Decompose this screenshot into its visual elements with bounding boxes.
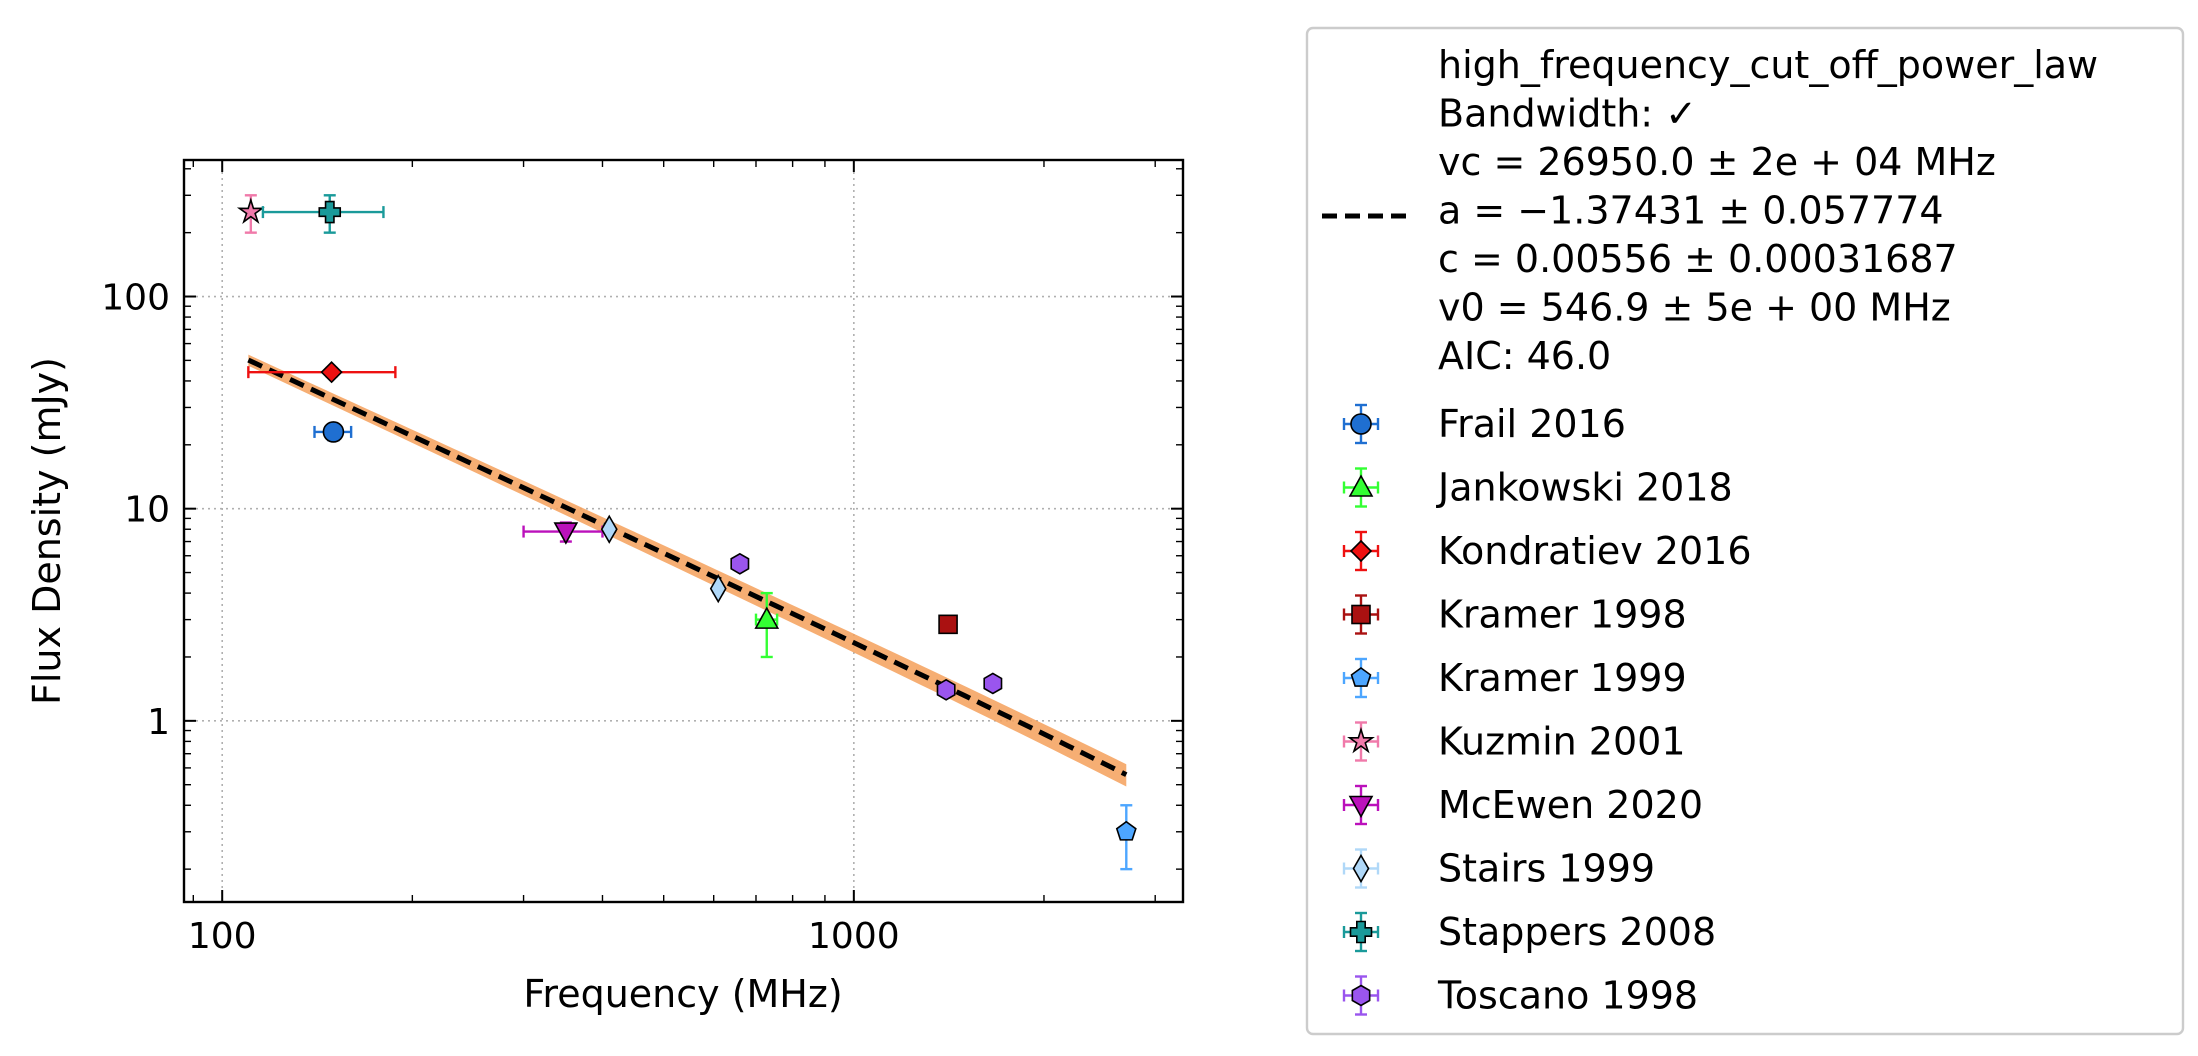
legend-fit-line-6: v0 = 546.9 ± 5e + 00 MHz (1438, 286, 1951, 330)
legend-fit-line-4: a = −1.37431 ± 0.057774 (1438, 189, 1944, 233)
legend-item-toscano-1998: Toscano 1998 (1342, 974, 1698, 1018)
legend-label: Kramer 1998 (1438, 593, 1687, 637)
y-tick-label: 10 (124, 490, 170, 531)
legend-label: Stappers 2008 (1438, 910, 1716, 954)
legend-item-kramer-1999: Kramer 1999 (1342, 656, 1687, 700)
x-tick-label: 100 (188, 916, 257, 957)
legend-item-kuzmin-2001: Kuzmin 2001 (1342, 720, 1686, 764)
series-jankowski-2018 (754, 591, 780, 659)
series-kuzmin-2001 (236, 194, 265, 234)
legend-fit-line-3: vc = 26950.0 ± 2e + 04 MHz (1438, 140, 1996, 184)
legend-item-jankowski-2018: Jankowski 2018 (1342, 466, 1733, 510)
legend-marker (1348, 795, 1374, 819)
axis-ticks: 100 1000 1 10 100 (101, 160, 1183, 957)
series-kramer-1999 (1115, 804, 1137, 871)
legend-item-stairs-1999: Stairs 1999 (1342, 847, 1655, 891)
legend-entries: Frail 2016 Jankowski 2018 Kondratiev 2016 K… (1342, 402, 1752, 1018)
data-point (754, 606, 780, 629)
legend-fit-line-7: AIC: 46.0 (1438, 334, 1611, 378)
legend-label: McEwen 2020 (1438, 783, 1703, 827)
legend-item-mcewen-2020: McEwen 2020 (1342, 783, 1703, 827)
legend-marker (1349, 920, 1373, 944)
data-point (318, 200, 342, 224)
x-tick-label: 1000 (808, 916, 900, 957)
x-axis-label: Frequency (MHz) (523, 972, 842, 1016)
legend-marker (1351, 604, 1371, 625)
series-stappers-2008 (261, 194, 385, 234)
legend-fit-text: high_frequency_cut_off_power_law Bandwidt… (1438, 43, 2098, 378)
series-kondratiev-2016 (247, 361, 397, 384)
data-point (983, 672, 1003, 695)
series-kramer-1998 (938, 614, 958, 635)
legend-label: Kondratiev 2016 (1438, 529, 1752, 573)
legend-marker (1350, 667, 1372, 687)
series-toscano-1998 (730, 552, 1003, 701)
fit-layer (247, 354, 1128, 787)
grid (184, 160, 1183, 902)
legend-marker (1347, 726, 1375, 754)
legend-marker (1348, 474, 1374, 497)
data-point (236, 197, 265, 224)
data-point (1115, 820, 1137, 841)
data-point (322, 421, 345, 443)
legend-item-frail-2016: Frail 2016 (1342, 402, 1626, 446)
legend-marker (1349, 539, 1373, 563)
legend-label: Toscano 1998 (1437, 974, 1698, 1018)
data-point (709, 574, 727, 604)
legend-label: Jankowski 2018 (1436, 466, 1733, 510)
legend-frame (1305, 26, 2185, 1036)
y-tick-label: 1 (147, 702, 170, 743)
y-tick-label: 100 (101, 278, 170, 319)
legend-marker (1352, 853, 1370, 884)
legend-item-kondratiev-2016: Kondratiev 2016 (1342, 529, 1752, 573)
legend-marker (1350, 413, 1372, 435)
data-points (236, 194, 1137, 871)
legend-fit-line-2: Bandwidth: ✓ (1438, 92, 1697, 136)
legend-item-stappers-2008: Stappers 2008 (1342, 910, 1716, 954)
series-frail-2016 (313, 421, 353, 443)
legend-label: Kuzmin 2001 (1438, 720, 1686, 764)
legend-fit-line-5: c = 0.00556 ± 0.00031687 (1438, 237, 1958, 281)
legend-label: Stairs 1999 (1438, 847, 1655, 891)
data-point (320, 361, 343, 384)
data-point (936, 678, 956, 701)
data-point (553, 522, 579, 545)
series-mcewen-2020 (522, 521, 604, 545)
legend-label: Frail 2016 (1438, 402, 1626, 446)
series-stairs-1999 (600, 514, 727, 604)
legend-label: Kramer 1999 (1438, 656, 1687, 700)
data-point (730, 552, 750, 575)
plot-frame (182, 158, 1185, 904)
data-point (600, 514, 618, 544)
fit-line (247, 357, 1128, 777)
legend: high_frequency_cut_off_power_law Bandwidt… (1305, 26, 2185, 1036)
y-axis-label: Flux Density (mJy) (25, 357, 69, 705)
data-point (938, 614, 958, 635)
legend-marker (1351, 984, 1371, 1007)
legend-item-kramer-1998: Kramer 1998 (1342, 593, 1687, 637)
legend-fit-line-1: high_frequency_cut_off_power_law (1438, 43, 2098, 87)
